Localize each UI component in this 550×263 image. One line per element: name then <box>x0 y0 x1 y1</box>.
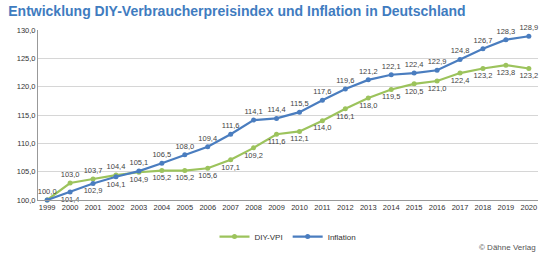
svg-text:2001: 2001 <box>85 203 102 212</box>
svg-text:117,6: 117,6 <box>313 87 331 96</box>
svg-text:102,9: 102,9 <box>84 186 103 195</box>
svg-text:114,1: 114,1 <box>244 107 262 116</box>
svg-text:2015: 2015 <box>406 203 423 212</box>
svg-text:119,6: 119,6 <box>336 76 354 85</box>
svg-text:104,4: 104,4 <box>107 162 126 171</box>
svg-text:118,0: 118,0 <box>359 101 377 110</box>
svg-text:DIY-VPI: DIY-VPI <box>255 233 283 242</box>
svg-text:2014: 2014 <box>383 203 400 212</box>
svg-text:120,0: 120,0 <box>17 82 36 91</box>
svg-text:116,1: 116,1 <box>336 112 354 121</box>
svg-text:2017: 2017 <box>452 203 469 212</box>
svg-text:114,4: 114,4 <box>267 105 285 114</box>
svg-text:128,9: 128,9 <box>519 23 538 32</box>
svg-text:105,2: 105,2 <box>175 173 194 182</box>
svg-text:105,2: 105,2 <box>152 173 171 182</box>
svg-text:2002: 2002 <box>108 203 125 212</box>
svg-text:104,9: 104,9 <box>130 175 149 184</box>
svg-text:2006: 2006 <box>199 203 216 212</box>
svg-text:125,0: 125,0 <box>17 54 36 63</box>
svg-text:2010: 2010 <box>291 203 308 212</box>
svg-text:115,5: 115,5 <box>290 99 308 108</box>
svg-text:2013: 2013 <box>360 203 377 212</box>
svg-text:124,8: 124,8 <box>451 46 470 55</box>
svg-text:2018: 2018 <box>475 203 492 212</box>
svg-text:104,1: 104,1 <box>107 180 126 189</box>
svg-text:100,0: 100,0 <box>38 187 57 196</box>
svg-text:1999: 1999 <box>39 203 56 212</box>
svg-text:105,6: 105,6 <box>198 171 217 180</box>
svg-text:120,5: 120,5 <box>405 87 424 96</box>
svg-text:Inflation: Inflation <box>328 233 356 242</box>
svg-text:101,4: 101,4 <box>61 195 80 204</box>
svg-text:123,2: 123,2 <box>474 71 493 80</box>
svg-text:119,5: 119,5 <box>382 92 400 101</box>
svg-text:2004: 2004 <box>154 203 171 212</box>
svg-text:128,3: 128,3 <box>496 27 515 36</box>
svg-text:2011: 2011 <box>314 203 330 212</box>
svg-text:122,4: 122,4 <box>451 76 470 85</box>
svg-text:109,2: 109,2 <box>244 151 263 160</box>
svg-text:123,8: 123,8 <box>496 68 515 77</box>
svg-text:111,6: 111,6 <box>268 137 286 146</box>
svg-text:2009: 2009 <box>268 203 285 212</box>
svg-text:114,0: 114,0 <box>313 123 331 132</box>
svg-text:130,0: 130,0 <box>17 26 36 35</box>
svg-text:2019: 2019 <box>498 203 515 212</box>
svg-text:115,0: 115,0 <box>17 111 35 120</box>
svg-text:2000: 2000 <box>62 203 79 212</box>
svg-text:2012: 2012 <box>337 203 354 212</box>
svg-text:100,0: 100,0 <box>17 196 36 205</box>
svg-text:121,2: 121,2 <box>359 67 378 76</box>
svg-text:111,6: 111,6 <box>222 121 240 130</box>
svg-text:108,0: 108,0 <box>175 142 194 151</box>
svg-text:122,1: 122,1 <box>382 62 401 71</box>
svg-text:122,9: 122,9 <box>428 57 447 66</box>
svg-text:109,4: 109,4 <box>198 134 217 143</box>
svg-text:105,0: 105,0 <box>17 167 36 176</box>
svg-text:105,1: 105,1 <box>130 158 149 167</box>
svg-text:2016: 2016 <box>429 203 446 212</box>
svg-text:103,7: 103,7 <box>84 166 103 175</box>
svg-text:© Dähne Verlag: © Dähne Verlag <box>479 243 536 252</box>
svg-text:110,0: 110,0 <box>17 139 35 148</box>
svg-text:107,1: 107,1 <box>221 163 240 172</box>
svg-text:103,0: 103,0 <box>61 170 80 179</box>
svg-text:123,2: 123,2 <box>519 71 538 80</box>
svg-text:121,0: 121,0 <box>428 84 447 93</box>
svg-text:106,5: 106,5 <box>152 150 171 159</box>
svg-text:Entwicklung DIY-Verbraucherpre: Entwicklung DIY-Verbraucherpreisindex un… <box>8 3 465 19</box>
svg-text:2005: 2005 <box>176 203 193 212</box>
svg-text:2020: 2020 <box>520 203 537 212</box>
svg-text:2003: 2003 <box>131 203 148 212</box>
svg-text:2008: 2008 <box>245 203 262 212</box>
svg-text:112,1: 112,1 <box>290 134 308 143</box>
svg-text:126,7: 126,7 <box>474 36 493 45</box>
svg-text:2007: 2007 <box>222 203 239 212</box>
svg-text:122,4: 122,4 <box>405 60 424 69</box>
